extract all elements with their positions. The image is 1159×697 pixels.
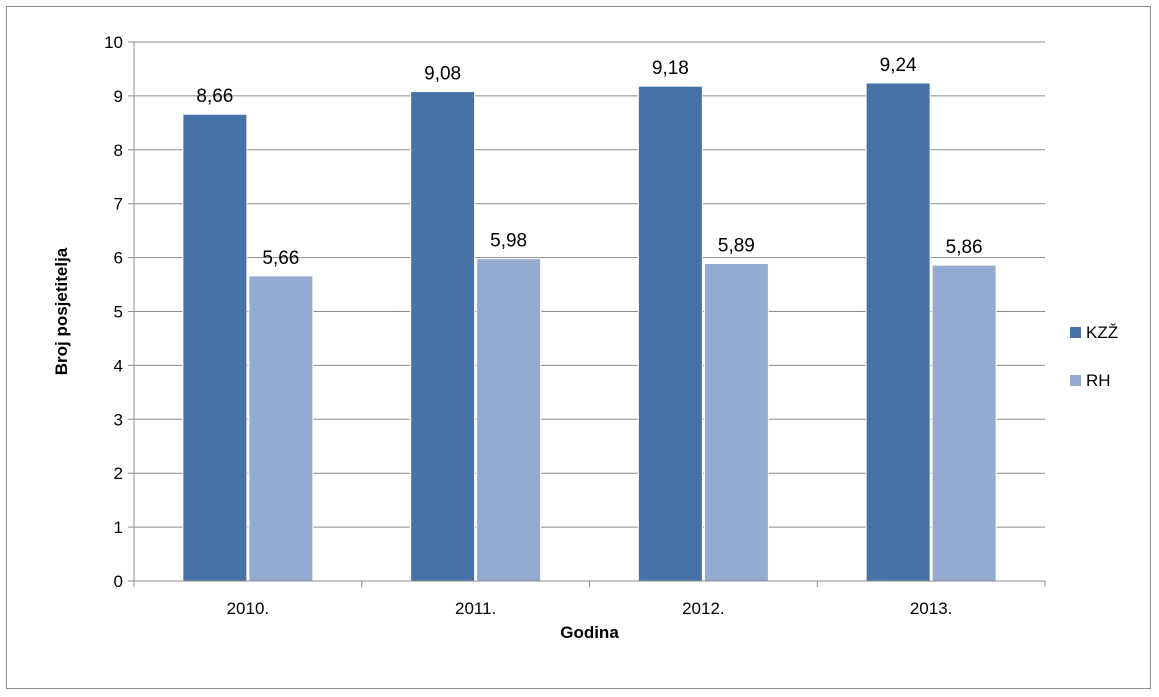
- bar-kzz: [637, 85, 703, 582]
- bar-kzz: [865, 82, 931, 582]
- bar-kzz: [410, 91, 476, 582]
- data-label: 9,24: [880, 55, 917, 76]
- bars: [182, 82, 997, 582]
- data-label: 8,66: [196, 86, 233, 107]
- y-tick-label: 6: [114, 249, 123, 268]
- data-label: 5,89: [718, 236, 755, 257]
- x-tick-label: 2013.: [910, 599, 953, 618]
- bar-rh: [931, 264, 997, 582]
- x-tick-label: 2010.: [227, 599, 270, 618]
- legend-label-kzz: KZŽ: [1086, 323, 1118, 342]
- bar-kzz: [182, 113, 248, 582]
- data-label: 5,86: [946, 237, 983, 258]
- x-axis-title: Godina: [560, 623, 619, 642]
- x-tick-label: 2011.: [455, 599, 496, 618]
- y-tick-label: 4: [114, 356, 123, 375]
- y-axis-ticks: 0 1 2 3 4 5 6 7 8 9 10: [104, 33, 134, 591]
- y-tick-label: 1: [114, 518, 123, 537]
- data-label: 5,98: [490, 231, 527, 252]
- legend-label-rh: RH: [1086, 371, 1111, 390]
- bar-rh: [703, 263, 769, 582]
- y-tick-label: 2: [114, 464, 123, 483]
- y-tick-label: 10: [104, 33, 123, 52]
- y-tick-label: 0: [114, 572, 123, 591]
- y-tick-label: 8: [114, 141, 123, 160]
- y-tick-label: 3: [114, 410, 123, 429]
- legend-swatch-rh: [1070, 375, 1081, 386]
- x-axis-ticks: 2010. 2011. 2012. 2013.: [133, 581, 1046, 618]
- x-tick-label: 2012.: [682, 599, 725, 618]
- data-label: 5,66: [262, 248, 299, 269]
- y-tick-label: 9: [114, 87, 123, 106]
- y-tick-label: 5: [114, 303, 123, 322]
- data-labels: 8,66 5,66 9,08 5,98 9,18 5,89 9,24 5,86: [196, 55, 982, 269]
- data-label: 9,08: [424, 64, 461, 85]
- legend-swatch-kzz: [1070, 327, 1081, 338]
- data-label: 9,18: [652, 58, 689, 79]
- legend: KZŽ RH: [1070, 323, 1118, 390]
- y-axis-title: Broj posjetitelja: [52, 247, 71, 375]
- bar-rh: [476, 258, 542, 582]
- bar-rh: [248, 275, 314, 582]
- y-tick-label: 7: [114, 195, 123, 214]
